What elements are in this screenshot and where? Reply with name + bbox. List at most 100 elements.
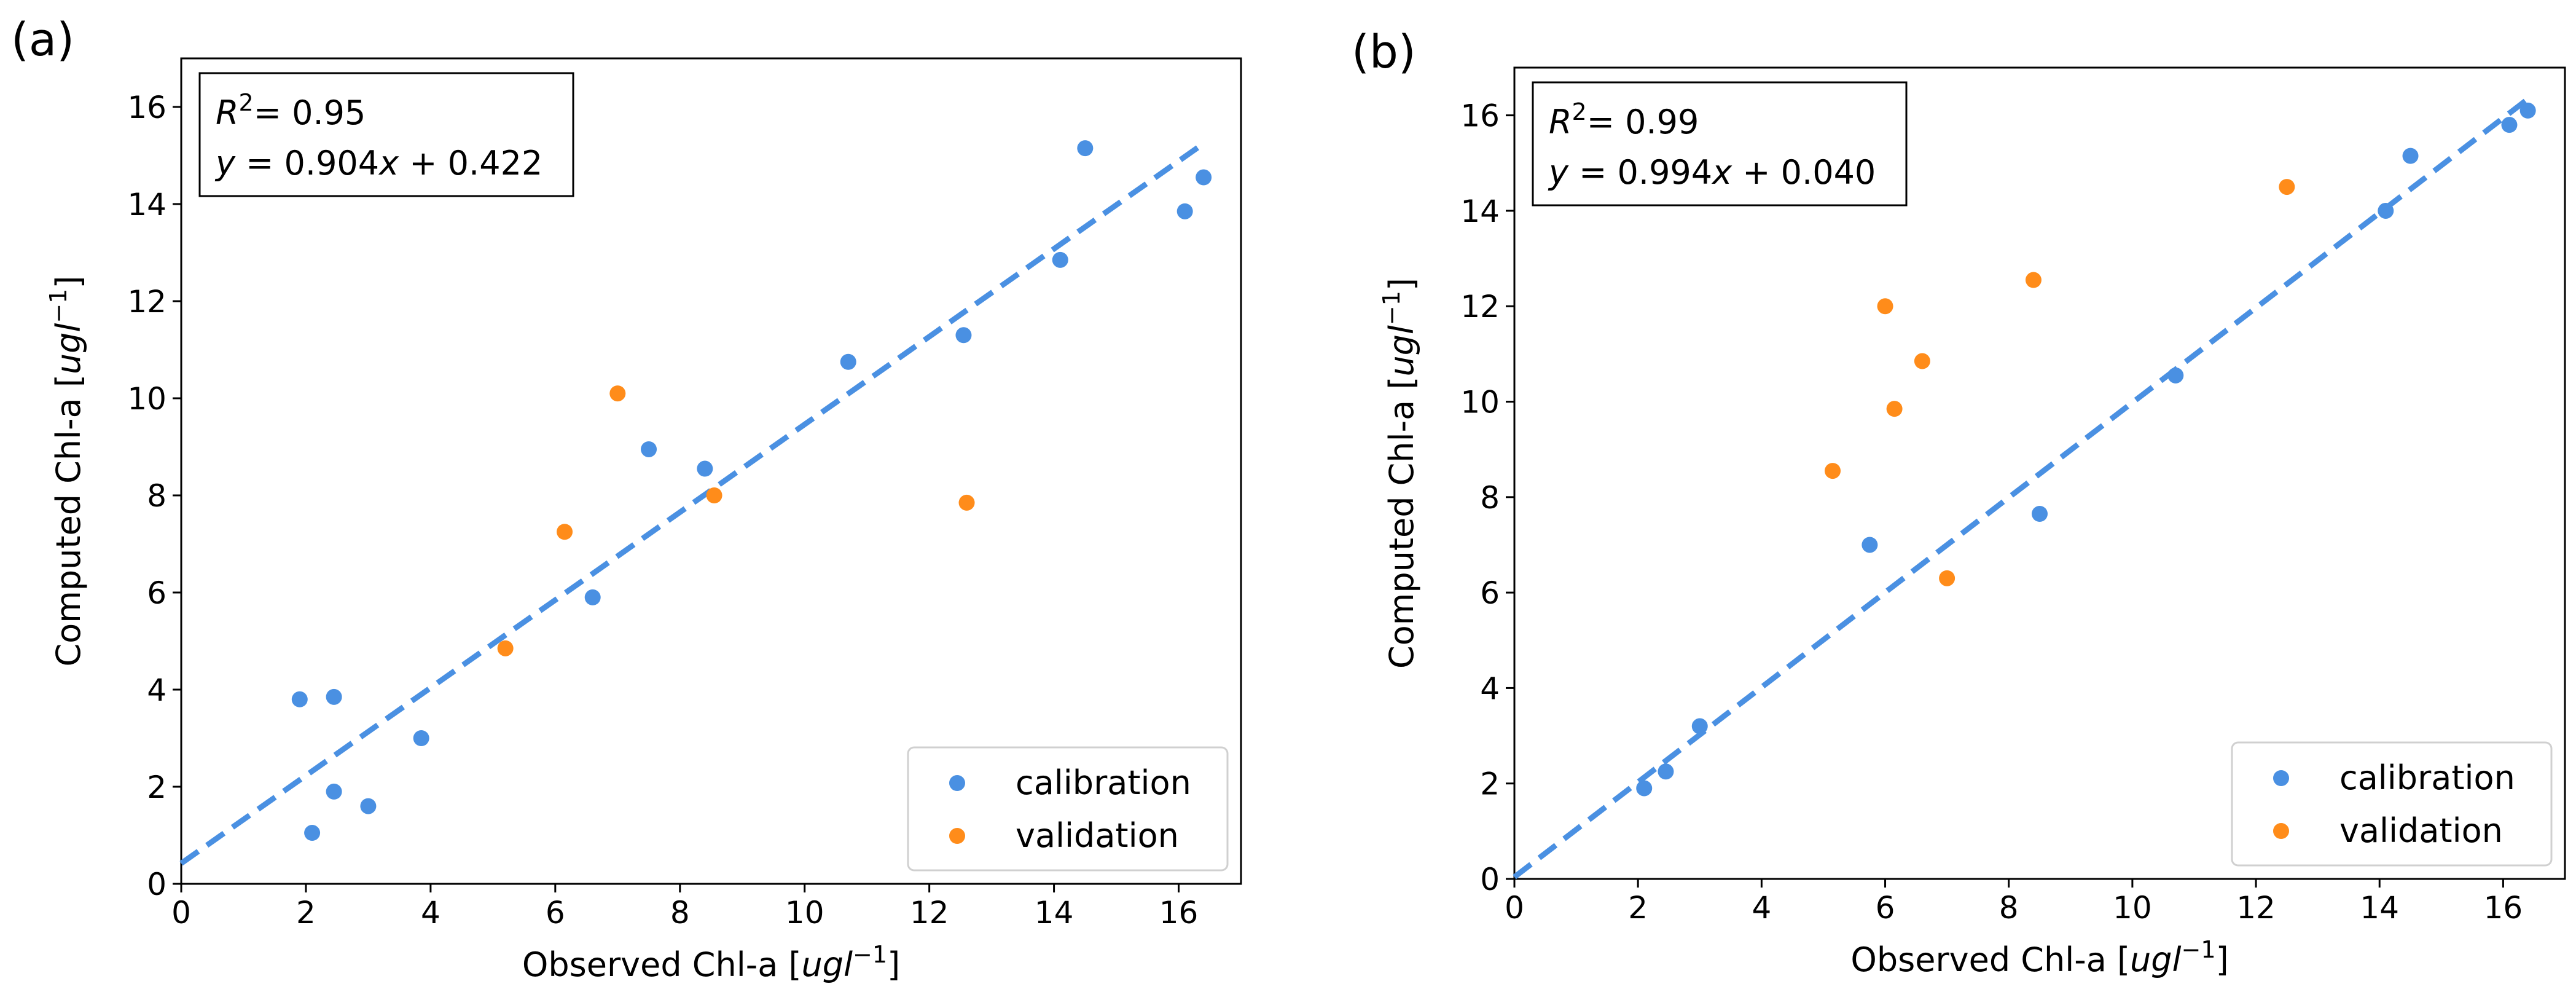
y-tick-label-a: 16 — [127, 90, 166, 125]
validation-point-a — [497, 640, 514, 656]
x-tick-label-a: 10 — [785, 895, 824, 931]
x-axis-label-a: Observed Chl-a [ugl−1] — [522, 941, 900, 984]
r2-text-a: R2= 0.95 — [216, 89, 366, 132]
x-tick-label-a: 6 — [546, 895, 565, 931]
x-tick-label-a: 16 — [1159, 895, 1199, 931]
annotation-box-a — [198, 72, 574, 197]
y-tick-label-a: 6 — [147, 575, 166, 611]
calibration-point-b — [1636, 780, 1653, 797]
validation-point-b — [1825, 463, 1841, 479]
legend-label-validation-a: validation — [1016, 816, 1179, 855]
axes-frame-a — [180, 57, 1242, 885]
calibration-point-b — [2378, 202, 2394, 219]
calibration-point-b — [2501, 117, 2518, 133]
calibration-point-a — [413, 730, 429, 746]
y-tick-label-b: 10 — [1460, 385, 1500, 420]
validation-point-b — [1914, 353, 1930, 369]
x-tick-label-b: 6 — [1876, 890, 1895, 926]
y-tick-label-b: 0 — [1480, 862, 1500, 897]
r2-text-b: R2= 0.99 — [1549, 98, 1699, 141]
y-tick-label-b: 4 — [1480, 671, 1500, 706]
x-tick-label-a: 8 — [670, 895, 690, 931]
legend-label-calibration-a: calibration — [1016, 763, 1191, 802]
calibration-point-b — [2519, 102, 2536, 119]
axes-frame-b — [1513, 66, 2566, 880]
calibration-point-a — [584, 589, 601, 605]
validation-point-b — [1877, 298, 1893, 315]
calibration-point-a — [1196, 169, 1212, 186]
x-tick-label-a: 2 — [296, 895, 316, 931]
calibration-point-a — [697, 460, 713, 477]
calibration-point-a — [641, 441, 657, 457]
calibration-point-a — [360, 798, 377, 814]
x-axis-label-b: Observed Chl-a [ugl−1] — [1850, 936, 2228, 979]
legend-marker-validation-b — [2273, 823, 2289, 839]
calibration-point-a — [840, 353, 856, 370]
calibration-point-a — [955, 327, 972, 344]
validation-point-a — [609, 385, 626, 402]
legend-label-calibration-b: calibration — [2339, 758, 2515, 797]
y-tick-label-a: 4 — [147, 672, 166, 708]
x-tick-label-a: 14 — [1035, 895, 1074, 931]
panel-b: (b) 0 2 4 6 8 10 12 14 16 0 2 4 6 8 10 12 14 16 Observed Ch… — [1352, 26, 2566, 979]
y-axis-label-a: Computed Chl-a [ugl−1] — [45, 275, 88, 666]
calibration-point-a — [1077, 140, 1094, 157]
x-tick-label-a: 12 — [910, 895, 949, 931]
calibration-point-a — [326, 688, 342, 705]
calibration-point-a — [1052, 251, 1068, 268]
y-axis-label-b: Computed Chl-a [ugl−1] — [1378, 278, 1421, 669]
calibration-point-b — [1658, 763, 1674, 780]
y-tick-label-a: 10 — [127, 381, 166, 417]
validation-point-a — [706, 487, 722, 503]
panel-label-b: (b) — [1352, 26, 1416, 79]
legend-label-validation-b: validation — [2339, 811, 2503, 850]
x-tick-label-b: 0 — [1505, 890, 1524, 926]
calibration-point-b — [1691, 718, 1708, 734]
validation-point-b — [2025, 272, 2042, 288]
validation-point-a — [557, 524, 573, 540]
fit-line-b — [1513, 96, 2530, 880]
x-tick-label-b: 14 — [2360, 890, 2399, 926]
x-tick-label-b: 16 — [2484, 890, 2523, 926]
y-tick-label-a: 14 — [127, 187, 166, 222]
y-tick-label-a: 12 — [127, 284, 166, 320]
legend-marker-calibration-a — [949, 775, 965, 791]
calibration-point-a — [291, 691, 308, 707]
y-tick-label-a: 8 — [147, 478, 166, 514]
y-tick-label-a: 2 — [147, 770, 166, 805]
x-tick-label-b: 12 — [2236, 890, 2276, 926]
y-tick-label-b: 12 — [1460, 289, 1500, 325]
validation-point-b — [1939, 570, 1955, 586]
y-tick-label-a: 0 — [147, 867, 166, 902]
validation-point-b — [1886, 401, 1903, 417]
x-tick-label-b: 10 — [2113, 890, 2152, 926]
y-tick-label-b: 16 — [1460, 98, 1500, 134]
calibration-point-b — [2167, 367, 2184, 384]
calibration-point-a — [1176, 203, 1193, 219]
calibration-point-a — [304, 825, 321, 841]
equation-text-a: y = 0.904x + 0.422 — [214, 144, 542, 183]
annotation-box-b — [1532, 81, 1908, 207]
legend-box-a — [907, 746, 1229, 872]
y-tick-label-b: 8 — [1480, 480, 1500, 516]
calibration-point-b — [2032, 506, 2048, 522]
legend-marker-calibration-b — [2273, 770, 2289, 786]
x-tick-label-b: 4 — [1752, 890, 1771, 926]
y-tick-label-b: 6 — [1480, 575, 1500, 611]
fit-line-a — [179, 141, 1205, 866]
x-tick-label-b: 2 — [1628, 890, 1648, 926]
panel-label-a: (a) — [11, 14, 74, 66]
validation-point-a — [958, 494, 975, 511]
x-tick-label-b: 8 — [1999, 890, 2019, 926]
calibration-point-b — [2402, 148, 2419, 164]
calibration-point-a — [326, 783, 342, 800]
x-tick-label-a: 4 — [421, 895, 440, 931]
legend-box-b — [2231, 741, 2553, 867]
legend-marker-validation-a — [949, 828, 965, 844]
validation-point-b — [2279, 179, 2295, 195]
y-tick-label-b: 2 — [1480, 766, 1500, 802]
y-tick-label-b: 14 — [1460, 194, 1500, 229]
calibration-point-b — [1862, 537, 1878, 553]
x-tick-label-a: 0 — [171, 895, 191, 931]
